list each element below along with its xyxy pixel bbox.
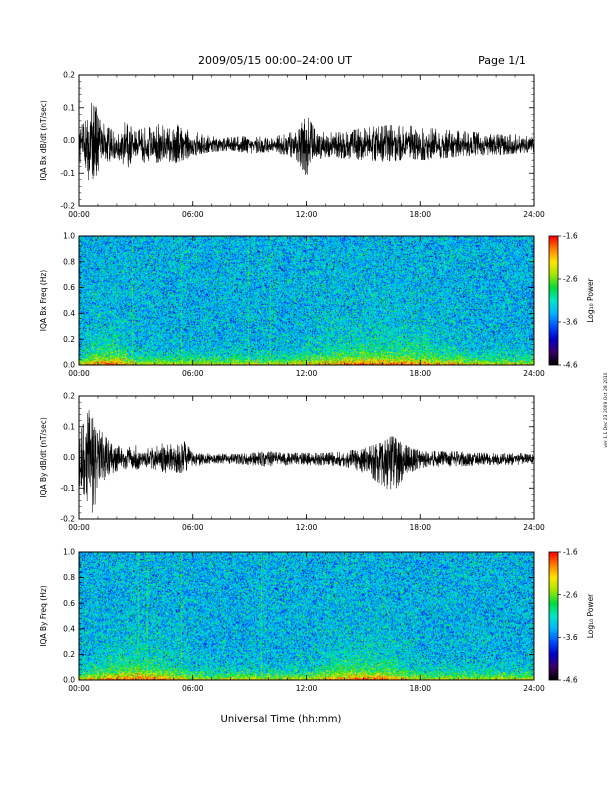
- y-tick-label: -0.1: [60, 169, 75, 178]
- colorbar-frame-bx: [548, 235, 559, 366]
- x-tick-label: 06:00: [182, 523, 204, 532]
- signal-trace: [78, 102, 535, 181]
- panel-by-spectrogram: 1.0 0.8 0.6 0.4 0.2 0.0 00:00 06:00 12:00 18:00 2…: [39, 548, 595, 693]
- y-tick-label: 0.2: [63, 71, 75, 80]
- y-ticks-bx: 0.2 0.1 0.0 -0.1 -0.2: [60, 71, 534, 211]
- y-tick-label: 0.4: [63, 624, 75, 633]
- colorbar-ticks-by: -1.6 -2.6 -3.6 -4.6: [558, 548, 578, 685]
- x-tick-label: 12:00: [296, 210, 318, 219]
- colorbar-tick-label: -2.6: [563, 275, 578, 284]
- x-tick-label: 00:00: [68, 210, 90, 219]
- x-tick-label: 24:00: [523, 684, 545, 693]
- panel-bx-spectrogram: 1.0 0.8 0.6 0.4 0.2 0.0 00:00 06:00 12:00 18:00 2…: [39, 232, 595, 378]
- trace-by: [78, 410, 535, 513]
- y-tick-label: 0.2: [63, 335, 75, 344]
- signal-trace: [78, 410, 535, 513]
- y-tick-label: 0.0: [63, 676, 75, 685]
- x-ticks-bx: 00:00 06:00 12:00 18:00 24:00: [68, 75, 545, 219]
- y-tick-label: -0.2: [60, 202, 75, 211]
- version-note: ver 1.1 Dec 23 2009 Oct 28 2010: [603, 372, 609, 447]
- y-tick-label: 1.0: [63, 232, 75, 241]
- colorbar-tick-label: -1.6: [563, 232, 578, 241]
- ylabel-by: IQA By dB/dt (nT/sec): [39, 417, 48, 498]
- x-tick-label: 12:00: [296, 684, 318, 693]
- x-tick-label: 18:00: [409, 210, 431, 219]
- panel-bx-dbdt: 0.2 0.1 0.0 -0.1 -0.2 00:00 06:00 12:00 18:00 24…: [39, 71, 545, 219]
- colorbar-ticks-bx: -1.6 -2.6 -3.6 -4.6: [558, 232, 578, 370]
- y-tick-label: 0.0: [63, 136, 75, 145]
- y-tick-label: 0.0: [63, 361, 75, 370]
- x-tick-label: 00:00: [68, 523, 90, 532]
- x-tick-label: 06:00: [182, 369, 204, 378]
- spectrogram-by: [79, 552, 534, 680]
- x-tick-label: 06:00: [182, 684, 204, 693]
- colorbar-label-by: Log₁₀ Power: [586, 593, 595, 638]
- colorbar-tick-label: -2.6: [563, 590, 578, 599]
- colorbar-by: [549, 552, 558, 680]
- y-tick-label: 0.8: [63, 573, 75, 582]
- y-tick-label: 0.2: [63, 392, 75, 401]
- trace-bx: [78, 102, 535, 181]
- page-title: 2009/05/15 00:00–24:00 UT: [198, 54, 352, 67]
- x-tick-label: 24:00: [523, 210, 545, 219]
- x-tick-label: 24:00: [523, 369, 545, 378]
- y-tick-label: 0.4: [63, 309, 75, 318]
- x-tick-label: 00:00: [68, 369, 90, 378]
- y-tick-label: 0.0: [63, 453, 75, 462]
- ylabel-bx: IQA Bx dB/dt (nT/sec): [39, 100, 48, 181]
- colorbar-tick-label: -4.6: [563, 361, 578, 370]
- y-tick-label: 0.6: [63, 283, 75, 292]
- ylabel-bxs: IQA Bx Freq (Hz): [39, 270, 48, 332]
- page-number: Page 1/1: [478, 54, 526, 67]
- y-ticks-bys: 1.0 0.8 0.6 0.4 0.2 0.0: [63, 548, 534, 685]
- y-ticks-by: 0.2 0.1 0.0 -0.1 -0.2: [60, 392, 534, 524]
- ylabel-bys: IQA By Freq (Hz): [39, 585, 48, 647]
- y-ticks-bxs: 1.0 0.8 0.6 0.4 0.2 0.0: [63, 232, 534, 370]
- colorbar-tick-label: -3.6: [563, 633, 578, 642]
- y-tick-label: -0.2: [60, 515, 75, 524]
- y-tick-label: 0.6: [63, 599, 75, 608]
- panel-by-dbdt: 0.2 0.1 0.0 -0.1 -0.2 00:00 06:00 12:00 18:00 24…: [39, 392, 545, 532]
- colorbar-label-bx: Log₁₀ Power: [586, 277, 595, 322]
- x-tick-label: 00:00: [68, 684, 90, 693]
- x-tick-label: 18:00: [409, 369, 431, 378]
- spectrogram-bx: [79, 236, 534, 365]
- colorbar-bx: [549, 236, 558, 365]
- x-tick-label: 24:00: [523, 523, 545, 532]
- y-tick-label: -0.1: [60, 484, 75, 493]
- colorbar-tick-label: -1.6: [563, 548, 578, 557]
- y-tick-label: 0.1: [63, 422, 75, 431]
- x-ticks-bys: 00:00 06:00 12:00 18:00 24:00: [68, 552, 545, 693]
- y-tick-label: 0.1: [63, 103, 75, 112]
- x-ticks-by: 00:00 06:00 12:00 18:00 24:00: [68, 396, 545, 532]
- x-axis-label: Universal Time (hh:mm): [221, 714, 342, 725]
- x-tick-label: 12:00: [296, 523, 318, 532]
- x-tick-label: 18:00: [409, 523, 431, 532]
- y-tick-label: 0.8: [63, 257, 75, 266]
- x-tick-label: 12:00: [296, 369, 318, 378]
- colorbar-tick-label: -4.6: [563, 676, 578, 685]
- colorbar-frame-by: [548, 551, 559, 681]
- x-ticks-bxs: 00:00 06:00 12:00 18:00 24:00: [68, 236, 545, 378]
- x-tick-label: 06:00: [182, 210, 204, 219]
- y-tick-label: 0.2: [63, 650, 75, 659]
- x-tick-label: 18:00: [409, 684, 431, 693]
- colorbar-tick-label: -3.6: [563, 318, 578, 327]
- y-tick-label: 1.0: [63, 548, 75, 557]
